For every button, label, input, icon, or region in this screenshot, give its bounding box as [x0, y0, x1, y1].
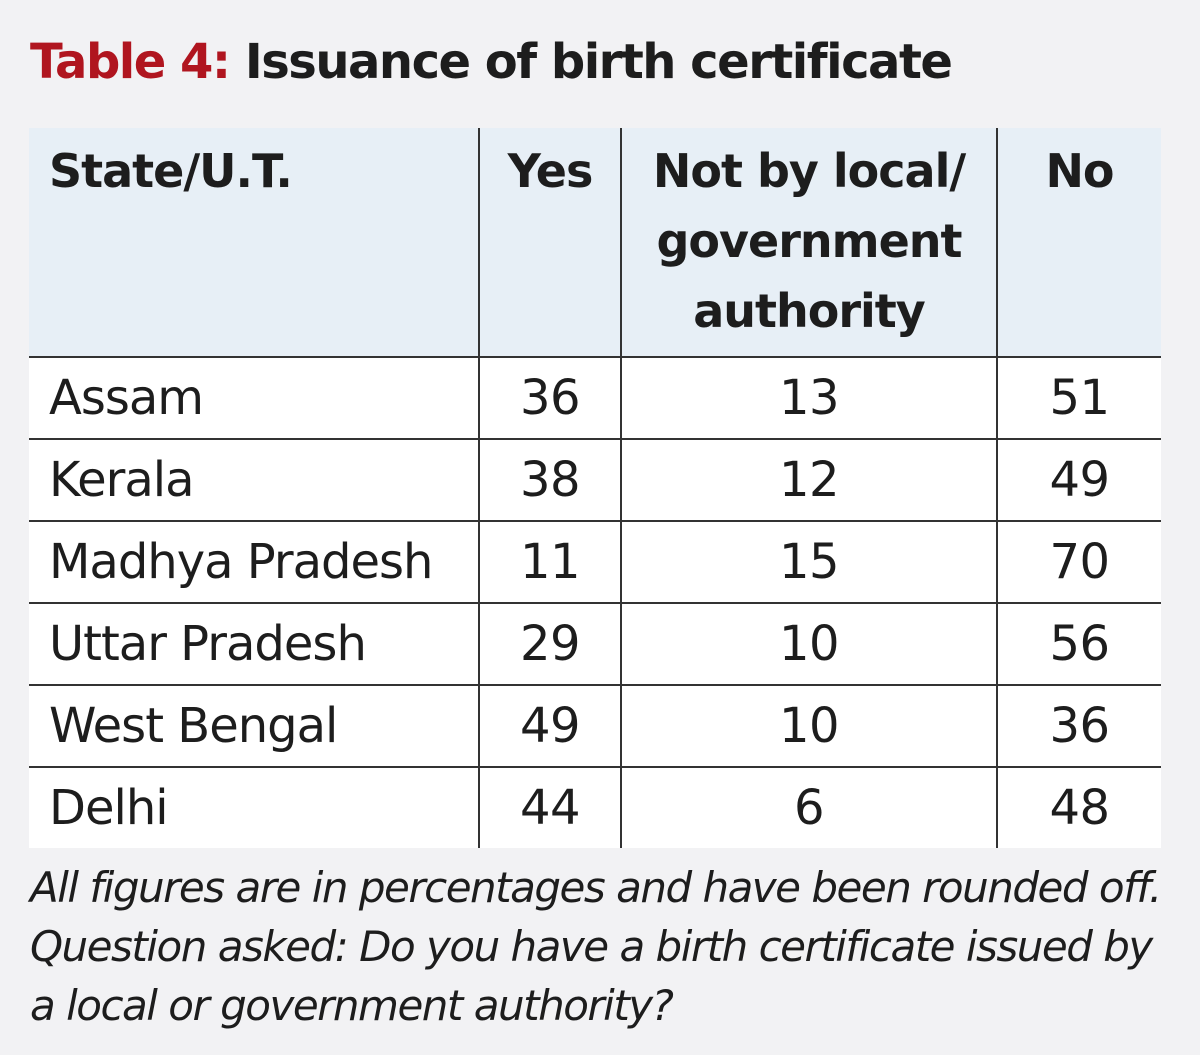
- birth-certificate-table: State/U.T. Yes Not by local/ government …: [29, 128, 1161, 848]
- cell-not-by-authority: 10: [620, 602, 997, 685]
- cell-yes: 38: [478, 438, 621, 521]
- table-number-label: Table 4:: [30, 34, 231, 90]
- table-title: Table 4: Issuance of birth certificate: [30, 26, 953, 98]
- cell-state: Uttar Pradesh: [29, 602, 479, 685]
- cell-yes: 36: [478, 356, 621, 439]
- table-body: Assam 36 13 51 Kerala 38 12 49 Madhya Pr…: [29, 356, 1161, 848]
- cell-state: Delhi: [29, 766, 479, 848]
- cell-yes: 44: [478, 766, 621, 848]
- table-row: Uttar Pradesh 29 10 56: [29, 602, 1161, 685]
- table-row: Assam 36 13 51: [29, 356, 1161, 439]
- cell-yes: 29: [478, 602, 621, 685]
- cell-no: 51: [996, 356, 1161, 439]
- table-row: Delhi 44 6 48: [29, 766, 1161, 848]
- table-title-text: Issuance of birth certificate: [244, 34, 953, 90]
- table-footnote: All figures are in percentages and have …: [30, 863, 1162, 1030]
- column-header-no: No: [996, 128, 1161, 357]
- cell-no: 49: [996, 438, 1161, 521]
- cell-state: West Bengal: [29, 684, 479, 767]
- table-row: Kerala 38 12 49: [29, 438, 1161, 521]
- column-header-not-by-authority: Not by local/ government authority: [620, 128, 997, 357]
- table-row: Madhya Pradesh 11 15 70: [29, 520, 1161, 603]
- cell-not-by-authority: 13: [620, 356, 997, 439]
- column-header-yes: Yes: [478, 128, 621, 357]
- cell-yes: 11: [478, 520, 621, 603]
- cell-state: Madhya Pradesh: [29, 520, 479, 603]
- table-header: State/U.T. Yes Not by local/ government …: [29, 128, 1161, 357]
- column-header-state: State/U.T.: [49, 144, 293, 198]
- cell-not-by-authority: 10: [620, 684, 997, 767]
- cell-not-by-authority: 15: [620, 520, 997, 603]
- table-row: West Bengal 49 10 36: [29, 684, 1161, 767]
- cell-state: Assam: [29, 356, 479, 439]
- cell-no: 48: [996, 766, 1161, 848]
- header-row: State/U.T. Yes Not by local/ government …: [29, 128, 1161, 357]
- cell-not-by-authority: 6: [620, 766, 997, 848]
- cell-not-by-authority: 12: [620, 438, 997, 521]
- cell-no: 56: [996, 602, 1161, 685]
- cell-no: 36: [996, 684, 1161, 767]
- cell-state: Kerala: [29, 438, 479, 521]
- cell-yes: 49: [478, 684, 621, 767]
- cell-no: 70: [996, 520, 1161, 603]
